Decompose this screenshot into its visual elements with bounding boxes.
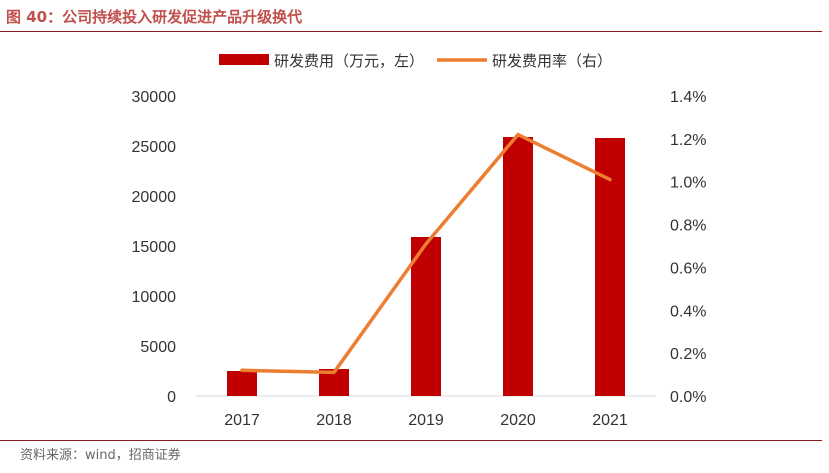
- source-note: 资料来源：wind，招商证券: [20, 448, 181, 463]
- left-axis-tick-label: 10000: [132, 289, 177, 306]
- bar: [227, 371, 257, 396]
- chart-legend: 研发费用（万元，左） 研发费用率（右）: [219, 53, 612, 70]
- left-axis-tick-label: 5000: [140, 339, 176, 356]
- x-axis-tick-label: 2017: [224, 412, 260, 429]
- right-axis-tick-label: 0.4%: [670, 303, 706, 320]
- x-axis-tick-label: 2019: [408, 412, 444, 429]
- left-axis-tick-label: 25000: [132, 139, 177, 156]
- right-axis-tick-label: 1.4%: [670, 89, 706, 106]
- bar-series: [227, 137, 625, 396]
- x-axis-tick-label: 2020: [500, 412, 536, 429]
- x-axis-tick-label: 2018: [316, 412, 352, 429]
- x-axis: 2017 2018 2019 2020 2021: [196, 395, 656, 429]
- bar: [503, 137, 533, 396]
- left-axis-tick-label: 15000: [132, 239, 177, 256]
- right-axis-tick-label: 0.6%: [670, 260, 706, 277]
- x-axis-tick-label: 2021: [592, 412, 628, 429]
- title-divider: [0, 31, 822, 32]
- figure-title: 图 40：公司持续投入研发促进产品升级换代: [6, 8, 303, 26]
- right-axis: 0.0% 0.2% 0.4% 0.6% 0.8% 1.0% 1.2% 1.4%: [670, 89, 706, 406]
- right-axis-tick-label: 0.8%: [670, 218, 706, 235]
- legend-line-label: 研发费用率（右）: [492, 53, 612, 70]
- bar: [595, 138, 625, 396]
- left-axis-tick-label: 0: [167, 389, 176, 406]
- legend-bar-label: 研发费用（万元，左）: [274, 53, 424, 70]
- source-divider: [0, 440, 822, 441]
- line-series: [240, 132, 612, 375]
- left-axis-tick-label: 30000: [132, 89, 177, 106]
- left-axis: 0 5000 10000 15000 20000 25000 30000: [132, 89, 177, 406]
- right-axis-tick-label: 0.2%: [670, 346, 706, 363]
- right-axis-tick-label: 0.0%: [670, 389, 706, 406]
- legend-bar-swatch: [219, 54, 269, 65]
- right-axis-tick-label: 1.0%: [670, 175, 706, 192]
- left-axis-tick-label: 20000: [132, 189, 177, 206]
- bar: [411, 237, 441, 396]
- right-axis-tick-label: 1.2%: [670, 132, 706, 149]
